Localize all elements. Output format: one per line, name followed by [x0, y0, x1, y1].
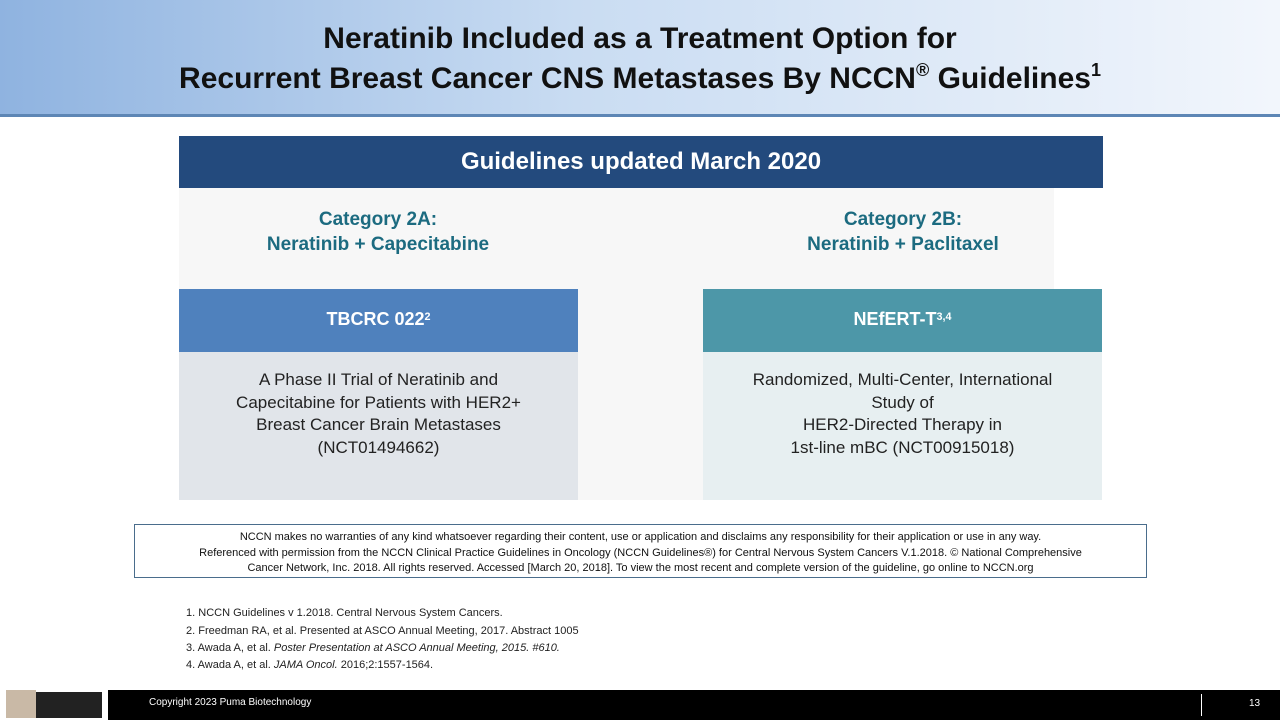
page-number: 13: [1249, 698, 1261, 709]
trial-name: NEfERT-T: [853, 309, 937, 329]
trial-body: Randomized, Multi-Center, International S…: [703, 352, 1102, 500]
footnote-text: Freedman RA, et al. Presented at ASCO An…: [198, 625, 579, 637]
title: Neratinib Included as a Treatment Option…: [323, 22, 957, 55]
trial-name: TBCRC 022: [326, 309, 425, 329]
superscript: 2: [424, 311, 431, 323]
footnote: 4. Awada A, et al. JAMA Oncol. 2016;2:15…: [186, 659, 433, 671]
text-line: Study of: [871, 392, 934, 412]
text-line: Referenced with permission from the NCCN…: [199, 546, 1082, 559]
footnote-italic: Poster Presentation at ASCO Annual Meeti…: [273, 642, 560, 654]
text-line: NCCN makes no warranties of any kind wha…: [239, 531, 1042, 543]
disclaimer: NCCN makes no warranties of any kind wha…: [134, 524, 1147, 578]
category: Category 2A: Neratinib + Capecitabine: [178, 207, 578, 257]
footnote: 3. Awada A, et al. Poster Presentation a…: [186, 642, 560, 654]
footer-bar: [108, 690, 1280, 720]
footnote-number: 4.: [186, 659, 196, 671]
trial-header: TBCRC 0222: [179, 289, 578, 352]
title: Recurrent Breast Cancer CNS Metastases B…: [0, 60, 1280, 96]
text-line: (NCT01494662): [317, 437, 440, 457]
trial-body: A Phase II Trial of Neratinib and Capecit…: [179, 352, 578, 500]
footnote-text: Awada A, et al.: [197, 659, 274, 671]
footnote-text: 2016;2:1557-1564.: [337, 659, 434, 671]
footnote-text: NCCN Guidelines v 1.2018. Central Nervou…: [198, 607, 503, 619]
superscript: ®: [915, 60, 930, 80]
footnote: 2. Freedman RA, et al. Presented at ASCO…: [186, 625, 579, 637]
header-band: [0, 0, 1280, 117]
logo-mark: [36, 692, 102, 718]
text-line: Randomized, Multi-Center, International: [752, 370, 1053, 389]
text-line: Cancer Network, Inc. 2018. All rights re…: [247, 562, 1034, 574]
footnote-number: 2.: [186, 625, 196, 637]
logo: [6, 690, 102, 718]
footnote: 1. NCCN Guidelines v 1.2018. Central Ner…: [186, 607, 503, 619]
footnote-number: 1.: [186, 607, 196, 619]
category-label: Category 2B:: [843, 209, 963, 230]
trial-header: NEfERT-T3,4: [703, 289, 1102, 352]
text-line: 1st-line mBC (NCT00915018): [790, 437, 1015, 457]
banner: Guidelines updated March 2020: [179, 136, 1103, 188]
footnote-italic: JAMA Oncol.: [273, 659, 338, 671]
footnote-text: Awada A, et al.: [197, 642, 274, 654]
text-line: Capecitabine for Patients with HER2+: [236, 392, 521, 412]
regimen: Neratinib + Paclitaxel: [807, 234, 999, 255]
text-line: HER2-Directed Therapy in: [802, 415, 1003, 434]
footnote-number: 3.: [186, 642, 196, 654]
category-label: Category 2A:: [318, 209, 438, 230]
superscript: 1: [1090, 60, 1101, 80]
regimen: Neratinib + Capecitabine: [266, 234, 490, 255]
title-text: Guidelines: [929, 62, 1091, 95]
logo-image: [6, 690, 36, 718]
copyright: Copyright 2023 Puma Biotechnology: [149, 697, 312, 708]
category: Category 2B: Neratinib + Paclitaxel: [703, 207, 1103, 257]
text-line: A Phase II Trial of Neratinib and: [258, 370, 499, 389]
divider: [1201, 694, 1202, 716]
text-line: Breast Cancer Brain Metastases: [256, 415, 501, 434]
title-text: Recurrent Breast Cancer CNS Metastases B…: [179, 62, 916, 95]
superscript: 3,4: [936, 311, 952, 323]
